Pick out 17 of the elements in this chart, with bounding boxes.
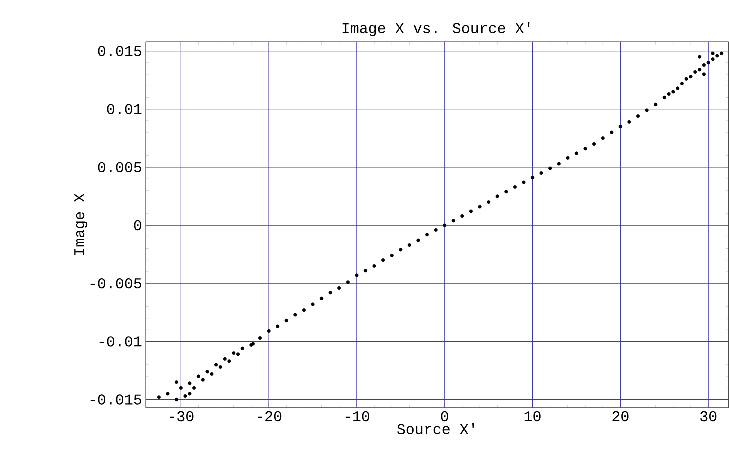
x-tick-label: -10 xyxy=(346,411,370,422)
x-tick-label: -20 xyxy=(258,411,282,422)
y-axis-title: Image X xyxy=(74,194,88,256)
y-tick-label: -0.015 xyxy=(90,394,142,405)
y-tick-label: -0.005 xyxy=(90,278,142,289)
x-tick-label: -30 xyxy=(170,411,194,422)
y-tick-label: 0.01 xyxy=(107,104,142,115)
x-tick-label: 10 xyxy=(524,411,541,422)
y-tick-label: 0 xyxy=(134,220,142,231)
x-axis-title: Source X' xyxy=(397,424,474,435)
y-tick-label: 0.015 xyxy=(98,46,142,56)
chart-title: Image X vs. Source X' xyxy=(342,22,530,37)
x-tick-label: 0 xyxy=(441,411,448,422)
x-tick-label: 20 xyxy=(612,411,629,422)
y-tick-label: -0.01 xyxy=(100,336,142,347)
x-tick-label: 30 xyxy=(700,411,717,422)
y-tick-label: 0.005 xyxy=(98,162,142,173)
